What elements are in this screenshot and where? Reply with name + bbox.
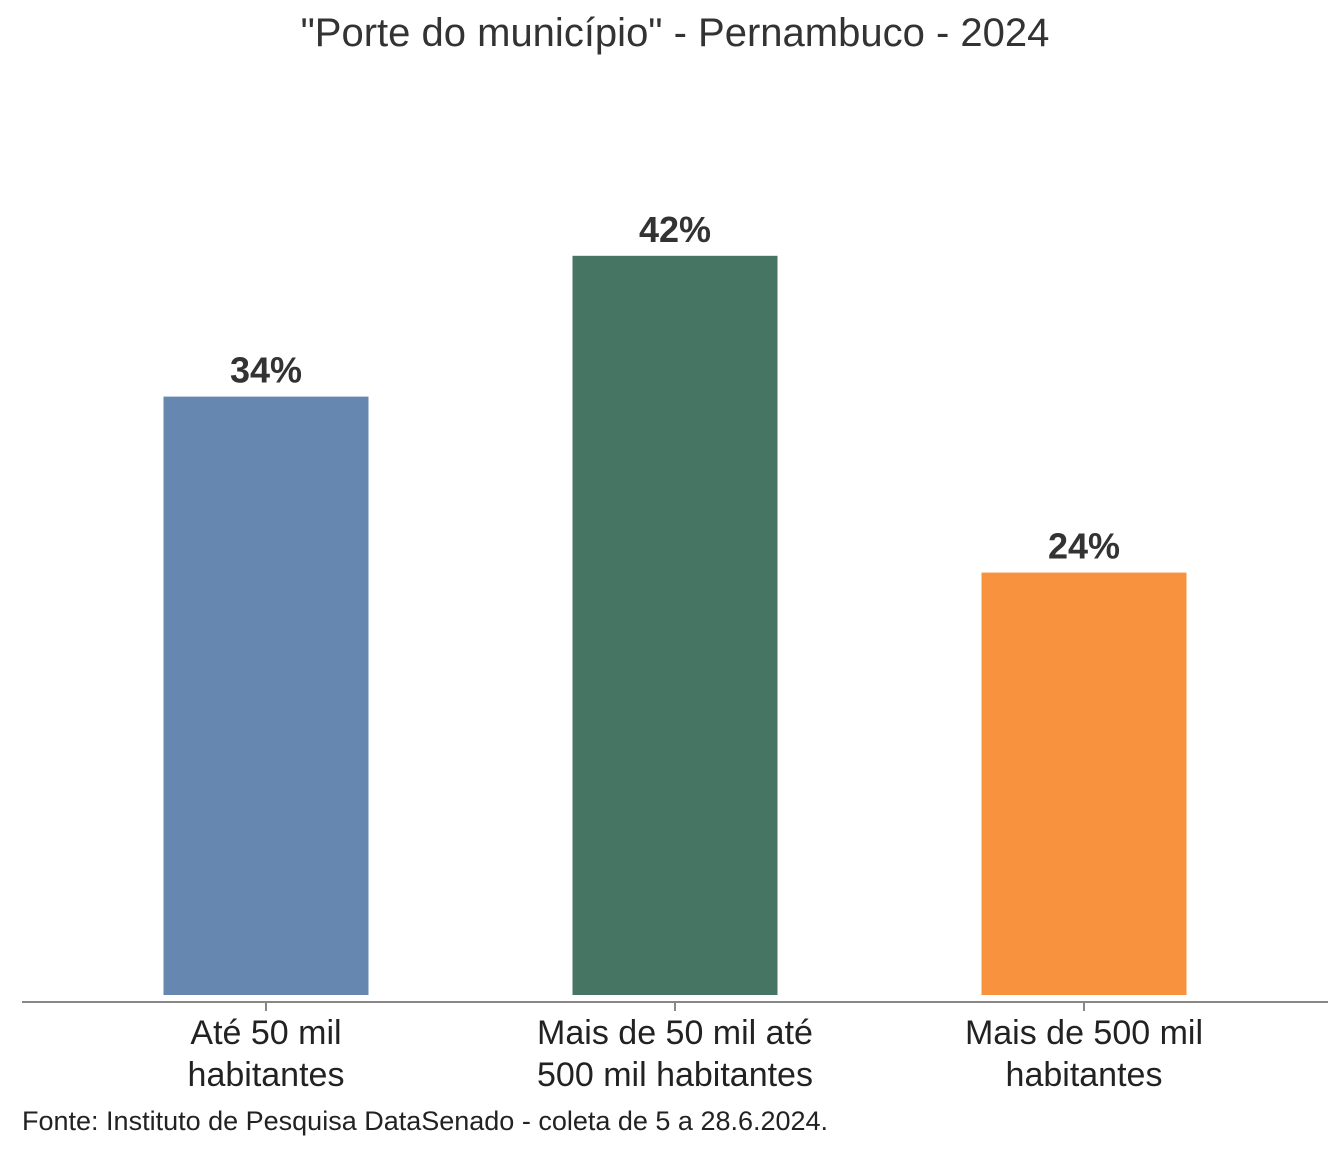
x-axis-tick-label-2-line-1: Mais de 50 mil até <box>537 1014 813 1052</box>
bars-group <box>163 255 1187 996</box>
x-axis-tick-label-1-line-2: habitantes <box>188 1056 345 1094</box>
x-axis-tick-label-1: Até 50 mil habitantes <box>188 1014 345 1094</box>
x-axis-tick-labels-group: Até 50 mil habitantes Mais de 50 mil até 50… <box>188 1014 1204 1094</box>
x-axis-tick-label-2-line-2: 500 mil habitantes <box>537 1056 813 1094</box>
x-axis-tick-label-3-line-1: Mais de 500 mil <box>965 1014 1203 1052</box>
value-labels-group: 34% 42% 24% <box>230 209 1120 567</box>
bar-1 <box>163 396 369 996</box>
bar-2 <box>572 255 778 996</box>
x-axis-tick-label-3: Mais de 500 mil habitantes <box>965 1014 1203 1094</box>
x-axis-tick-label-2: Mais de 50 mil até 500 mil habitantes <box>537 1014 813 1094</box>
bar-3 <box>981 572 1187 995</box>
chart-title: "Porte do município" - Pernambuco - 2024 <box>301 11 1050 55</box>
x-axis-tick-label-1-line-1: Até 50 mil <box>190 1014 341 1052</box>
bar-value-label-1: 34% <box>230 350 302 391</box>
bar-value-label-2: 42% <box>639 209 711 250</box>
x-axis-tick-label-3-line-2: habitantes <box>1006 1056 1163 1094</box>
x-axis-ticks-group <box>265 1002 1085 1011</box>
bar-value-label-3: 24% <box>1048 526 1120 567</box>
source-note: Fonte: Instituto de Pesquisa DataSenado … <box>22 1106 828 1136</box>
